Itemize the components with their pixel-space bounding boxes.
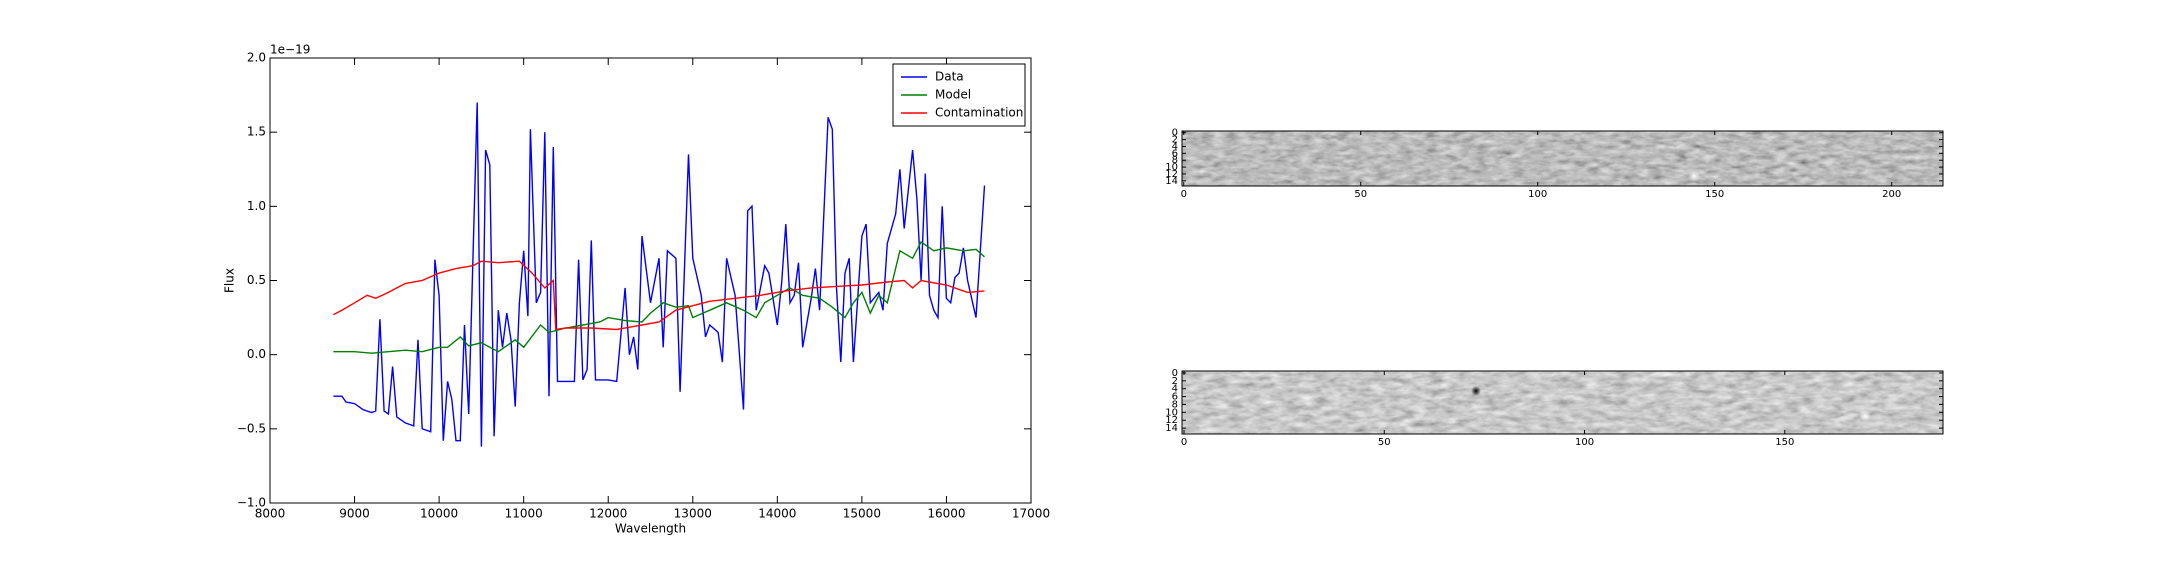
x-tick-label: 15000: [843, 507, 881, 521]
x-tick-label: 50: [1354, 189, 1367, 200]
y-tick-label: 8: [1172, 399, 1178, 410]
y-tick-label: 4: [1172, 141, 1178, 152]
data-line: [333, 102, 986, 447]
y-tick-label: 0.0: [247, 347, 266, 361]
x-tick-label: 200: [1882, 189, 1901, 200]
x-tick-label: 150: [1705, 189, 1724, 200]
offset-label: 1e−19: [270, 43, 310, 57]
x-tick-label: 100: [1575, 437, 1594, 448]
y-axis-label: Flux: [223, 268, 237, 293]
y-tick-label: 2: [1172, 135, 1178, 146]
x-tick-label: 0: [1181, 189, 1187, 200]
bright-spot: [1688, 170, 1700, 182]
bright-spot: [1859, 410, 1871, 422]
y-tick-label: 8: [1172, 155, 1178, 166]
axes-frame: [1181, 370, 1944, 435]
y-tick-label: 10: [1165, 407, 1178, 418]
x-tick-label: 9000: [339, 507, 370, 521]
dark-spot: [1471, 386, 1481, 396]
legend-label: Contamination: [935, 106, 1023, 120]
x-tick-label: 0: [1181, 437, 1187, 448]
data-line: [333, 240, 985, 354]
y-tick-label: 6: [1172, 392, 1178, 403]
y-tick-label: 12: [1165, 169, 1178, 180]
x-tick-label: 10000: [420, 507, 458, 521]
y-tick-label: 1.0: [247, 199, 266, 213]
x-tick-label: 17000: [1012, 507, 1050, 521]
y-tick-label: 12: [1165, 415, 1178, 426]
image-2: [1182, 371, 1943, 434]
x-tick-label: 14000: [758, 507, 796, 521]
data-line: [333, 260, 985, 331]
axes-frame: [269, 57, 1032, 504]
y-tick-label: −0.5: [237, 421, 266, 435]
y-tick-label: 0: [1172, 368, 1178, 379]
y-tick-label: 14: [1165, 423, 1178, 434]
x-tick-label: 11000: [505, 507, 543, 521]
y-tick-label: 6: [1172, 148, 1178, 159]
x-tick-label: 13000: [674, 507, 712, 521]
x-tick-label: 12000: [589, 507, 627, 521]
y-tick-label: 0: [1172, 128, 1178, 139]
y-tick-label: 14: [1165, 176, 1178, 187]
x-tick-label: 8000: [255, 507, 286, 521]
x-tick-label: 100: [1528, 189, 1547, 200]
y-tick-label: 0.5: [247, 273, 266, 287]
legend-label: Data: [935, 70, 964, 84]
x-tick-label: 16000: [927, 507, 965, 521]
image-1: [1182, 131, 1943, 186]
x-axis-label: Wavelength: [615, 522, 686, 536]
y-tick-label: −1.0: [237, 496, 266, 510]
x-tick-label: 150: [1775, 437, 1794, 448]
y-tick-label: 2.0: [247, 51, 266, 65]
y-tick-label: 10: [1165, 162, 1178, 173]
legend-label: Model: [935, 88, 971, 102]
x-tick-label: 50: [1378, 437, 1391, 448]
y-tick-label: 4: [1172, 384, 1178, 395]
axes-frame: [1181, 130, 1944, 187]
y-tick-label: 2: [1172, 376, 1178, 387]
y-tick-label: 1.5: [247, 125, 266, 139]
